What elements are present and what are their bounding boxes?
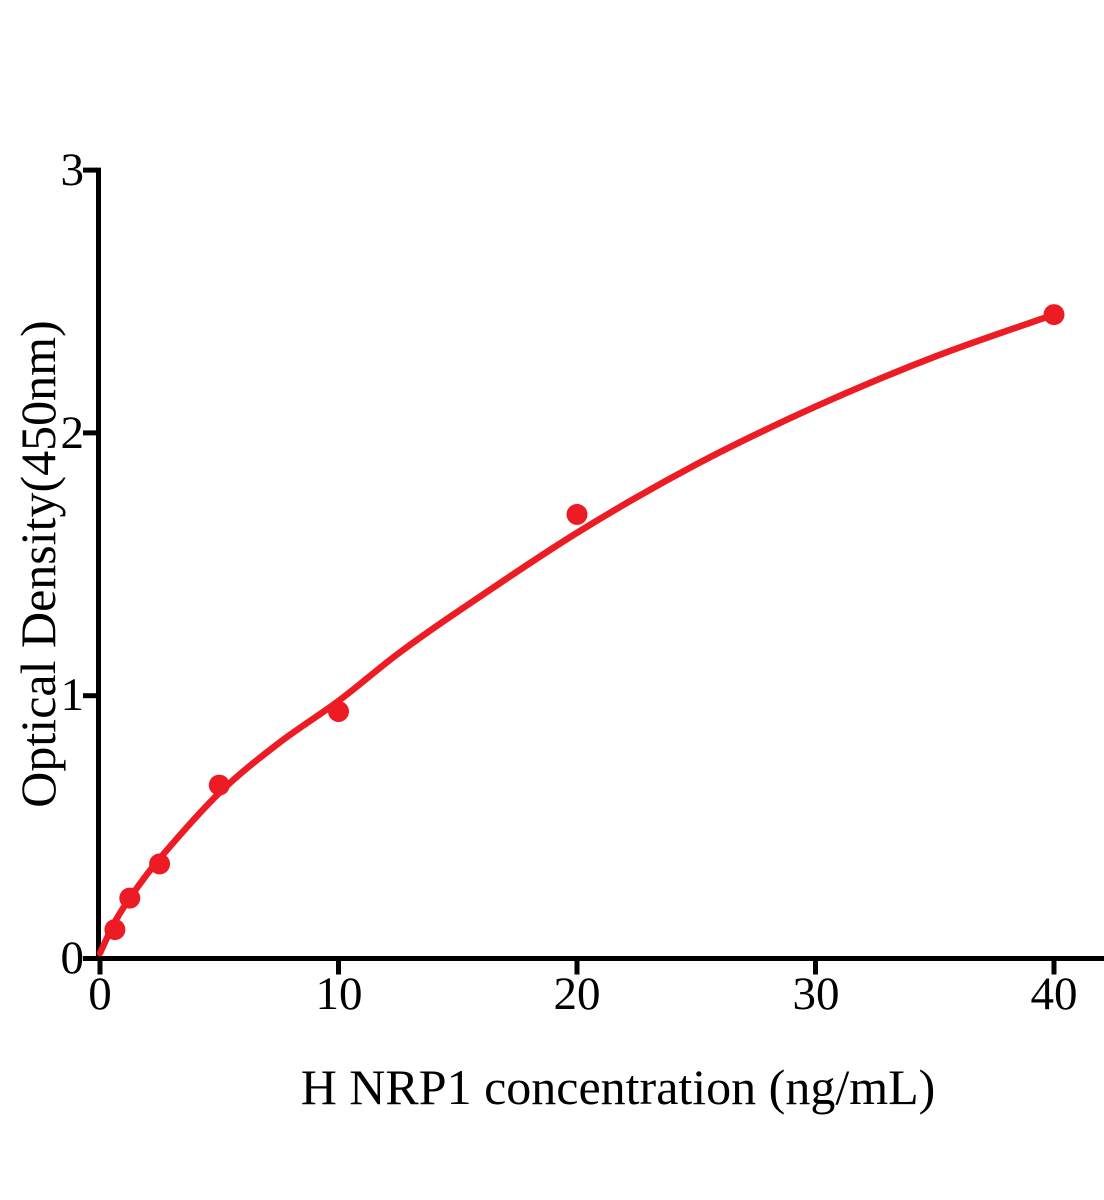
fit-curve [96,311,1058,957]
data-point-1.25ng [119,887,141,909]
data-point-5ng [208,774,230,796]
data-point-2.5ng [149,853,171,875]
y-tick-label-3: 3 [60,144,85,196]
x-tick-label-0: 0 [88,968,112,1020]
x-tick-label-20: 20 [553,968,601,1020]
x-axis-title: H NRP1 concentration (ng/mL) [300,1059,936,1115]
y-tick-label-0: 0 [60,932,85,984]
data-point-0.625ng [104,919,126,941]
x-tick-label-40: 40 [1030,968,1078,1020]
data-point-10ng [328,701,349,722]
data-point-20ng [566,503,588,525]
data-point-40ng [1043,304,1065,326]
x-tick-label-30: 30 [792,968,840,1020]
y-tick-label-2: 2 [60,407,85,459]
x-tick-label-10: 10 [315,968,363,1020]
y-tick-label-1: 1 [60,669,85,721]
y-axis-title: Optical Density(450nm) [10,320,66,808]
